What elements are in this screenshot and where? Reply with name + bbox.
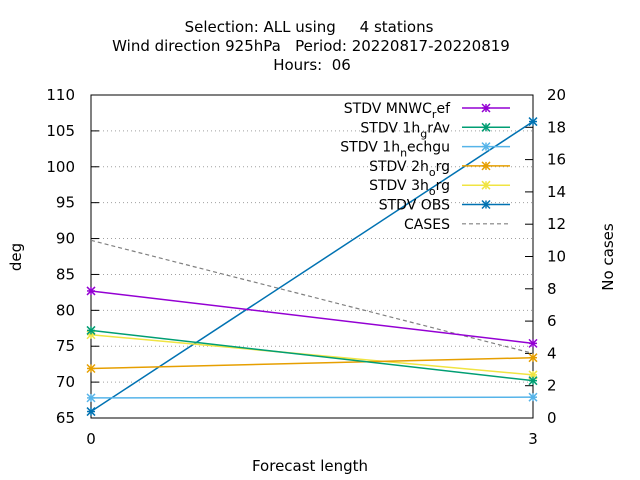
legend-label: STDV 3horg (369, 178, 450, 198)
data-point-stdv-obs (86, 407, 96, 417)
data-point-stdv-obs (528, 117, 538, 127)
grid (91, 130, 533, 383)
title-line-3: Hours: 06 (273, 56, 351, 74)
legend-marker (481, 199, 491, 210)
data-point-stdv-1h-nechgu (528, 392, 538, 402)
y-tick-label: 85 (56, 265, 75, 283)
data-point-stdv-1h-grav (528, 376, 538, 386)
legend-item-stdv-1h-nechgu: STDV 1hnechgu (340, 140, 510, 160)
y2-tick-label: 0 (547, 409, 557, 427)
x-tick-label: 0 (86, 430, 96, 448)
series-line-stdv-mnwc-ref (90, 290, 534, 345)
series-group (86, 117, 538, 417)
data-point-stdv-2h-org (86, 363, 96, 374)
y-axis-label: deg (7, 243, 25, 271)
series-line-stdv-1h-grav (90, 329, 534, 382)
legend-item-stdv-2h-org: STDV 2horg (369, 159, 510, 179)
y-tick-label: 105 (46, 122, 75, 140)
legend-label: STDV MNWCref (344, 101, 451, 121)
y2-tick-label: 2 (547, 377, 557, 395)
series-line-stdv-1h-nechgu (90, 396, 534, 399)
chart-title: Selection: ALL using 4 stations Wind dir… (112, 18, 510, 74)
y2-tick-label: 20 (547, 86, 566, 104)
data-point-stdv-2h-org (528, 353, 538, 363)
y2-tick-label: 10 (547, 248, 566, 266)
y2-tick-label: 16 (547, 151, 566, 169)
legend-marker (481, 180, 491, 190)
legend-item-stdv-mnwc-ref: STDV MNWCref (344, 101, 510, 121)
series-line-stdv-obs (90, 120, 534, 413)
y2-tick-label: 8 (547, 280, 557, 298)
series-line-cases (90, 239, 534, 354)
y-tick-label: 95 (56, 194, 75, 212)
axis-ticks: 65 70 75 80 85 90 95 100 105 110 0 2 4 6 8 10 12 14 16 18 20… (46, 86, 566, 448)
legend-marker (481, 142, 491, 152)
y-tick-label: 80 (56, 301, 75, 319)
legend-label: CASES (404, 217, 450, 233)
y2-tick-label: 12 (547, 215, 566, 233)
legend-label: STDV OBS (379, 198, 450, 214)
title-line-2: Wind direction 925hPa Period: 20220817-2… (112, 37, 510, 55)
legend-label: STDV 2horg (369, 159, 450, 179)
y2-tick-label: 4 (547, 344, 557, 362)
legend-item-stdv-obs: STDV OBS (379, 198, 510, 214)
y-tick-label: 70 (56, 373, 75, 391)
y2-axis-label: No cases (599, 223, 617, 291)
legend-marker (481, 122, 491, 132)
legend-marker (481, 161, 491, 171)
legend-item-stdv-3h-org: STDV 3horg (369, 178, 510, 198)
legend-item-stdv-1h-grav: STDV 1hgrAv (360, 120, 510, 140)
x-tick-label: 3 (528, 430, 538, 448)
y2-tick-label: 18 (547, 118, 566, 136)
data-point-stdv-mnwc-ref (86, 286, 96, 296)
y-tick-label: 65 (56, 409, 75, 427)
legend-marker (481, 103, 491, 113)
y2-tick-label: 6 (547, 312, 557, 330)
legend-label: STDV 1hgrAv (360, 120, 450, 140)
data-point-stdv-1h-nechgu (86, 393, 96, 403)
y-tick-label: 75 (56, 337, 75, 355)
y-tick-label: 110 (46, 86, 75, 104)
series-line-stdv-2h-org (90, 356, 534, 370)
legend-label: STDV 1hnechgu (340, 140, 450, 160)
y-tick-label: 90 (56, 230, 75, 248)
y2-tick-label: 14 (547, 183, 566, 201)
data-point-stdv-mnwc-ref (528, 338, 538, 348)
legend-item-cases: CASES (404, 217, 510, 233)
y-tick-label: 100 (46, 158, 75, 176)
data-point-stdv-1h-grav (86, 325, 96, 335)
title-line-1: Selection: ALL using 4 stations (185, 18, 434, 36)
x-axis-label: Forecast length (252, 457, 368, 475)
